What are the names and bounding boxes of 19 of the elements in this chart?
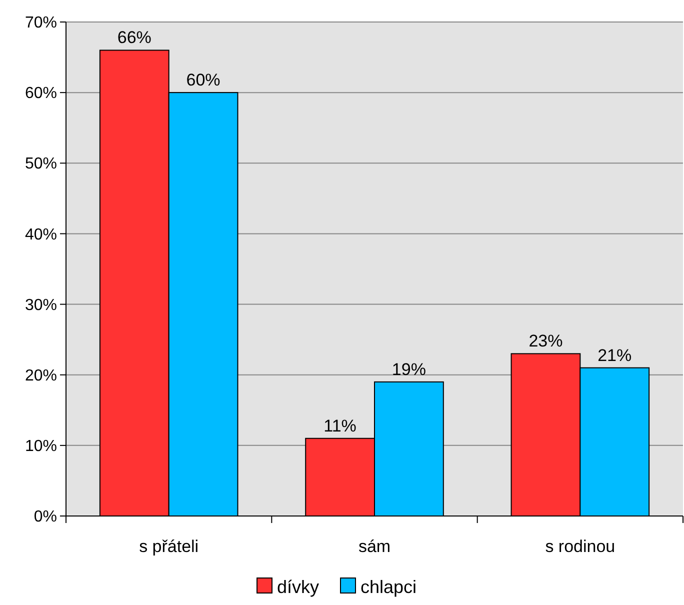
data-label: 21% [598,346,632,365]
y-tick-label: 60% [24,85,57,102]
x-tick-label: s přáteli [139,537,199,556]
y-tick-label: 70% [24,14,57,32]
y-tick-label: 30% [24,296,57,314]
data-label: 60% [186,70,220,90]
data-label: 66% [117,28,152,48]
x-tick-label: sám [358,537,391,556]
x-tick-label: s rodinou [545,537,616,556]
data-label: 11% [324,416,356,436]
y-tick-label: 0% [34,508,57,526]
data-label: 19% [392,360,426,379]
y-tick-label: 10% [24,438,57,456]
legend-label: chlapci [360,577,417,597]
data-label: 23% [528,332,563,351]
y-tick-label: 40% [24,226,57,244]
y-tick-label: 50% [24,156,57,173]
legend-label: dívky [277,577,320,597]
y-tick-label: 20% [24,367,57,384]
